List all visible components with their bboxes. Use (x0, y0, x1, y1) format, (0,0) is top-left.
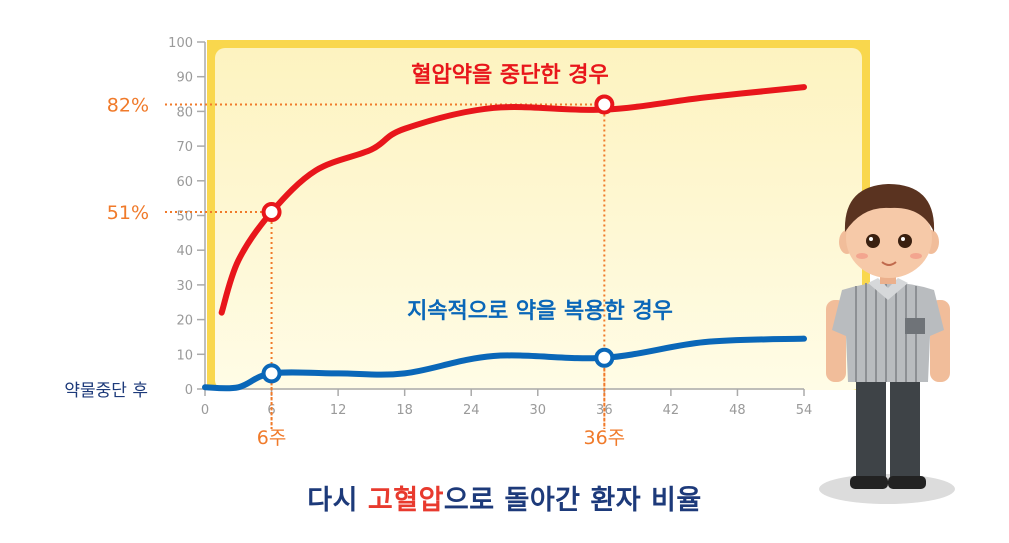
y-tick-label: 30 (176, 279, 193, 294)
figure-left-eye (866, 234, 880, 248)
highlight-x-label: 6주 (257, 427, 287, 449)
y-tick-label: 20 (176, 314, 193, 329)
highlight-x-label: 36주 (583, 427, 625, 449)
highlight-y-label: 82% (107, 94, 149, 116)
y-tick-label: 80 (176, 105, 193, 120)
y-tick-label: 0 (185, 383, 193, 398)
chart-caption: 다시 고혈압으로 돌아간 환자 비율 (0, 478, 1009, 517)
x-tick-label: 18 (396, 403, 413, 418)
figure-left-cheek (856, 253, 868, 259)
highlight-y-label: 51% (107, 202, 149, 224)
figure-collar (868, 278, 908, 300)
x-tick-label: 48 (729, 403, 746, 418)
highlight-marker (594, 94, 615, 115)
series-line-1 (218, 84, 807, 316)
x-tick-label: 42 (663, 403, 680, 418)
x-tick-label: 12 (330, 403, 347, 418)
caption-highlight: 고혈압 (367, 485, 444, 516)
figure-left-leg (856, 372, 886, 482)
x-tick-label: 30 (530, 403, 547, 418)
x-tick-label: 6 (267, 403, 275, 418)
figure-right-eye (898, 234, 912, 248)
series-layer (202, 84, 807, 392)
x-tick-label: 24 (463, 403, 480, 418)
y-tick-label: 40 (176, 244, 193, 259)
x-tick-label: 54 (796, 403, 813, 418)
y-tick-label: 90 (176, 71, 193, 86)
y-tick-label: 10 (176, 348, 193, 363)
figure-hair (844, 184, 935, 232)
highlight-marker (261, 202, 282, 223)
man-illustration (819, 184, 955, 504)
highlight-marker (261, 363, 282, 384)
y-tick-label: 100 (168, 36, 193, 51)
guide-lines-layer (165, 103, 606, 429)
figure-right-leg (890, 372, 920, 482)
y-origin-label: 약물중단 후 (64, 381, 148, 401)
x-tick-label: 0 (201, 403, 209, 418)
figure-left-shoe (850, 476, 888, 489)
y-tick-label: 60 (176, 175, 193, 190)
caption-text-before: 다시 (307, 485, 368, 516)
plot-panel-inner (215, 48, 862, 390)
series-label-1: 혈압약을 중단한 경우 (411, 63, 608, 88)
series-line-2 (202, 335, 807, 392)
highlight-marker (594, 347, 615, 368)
figure-right-shoe (888, 476, 926, 489)
figure-right-cheek (910, 253, 922, 259)
series-label-2: 지속적으로 약을 복용한 경우 (407, 299, 673, 324)
y-tick-label: 70 (176, 140, 193, 155)
figure-face (846, 198, 932, 278)
caption-text-after: 으로 돌아간 환자 비율 (443, 485, 702, 516)
figure-shirt-pocket (905, 318, 925, 334)
y-tick-label: 50 (176, 210, 193, 225)
figure-mouth (881, 261, 897, 266)
axes-layer: 0102030405060708090100061218243036424854 (168, 36, 812, 418)
